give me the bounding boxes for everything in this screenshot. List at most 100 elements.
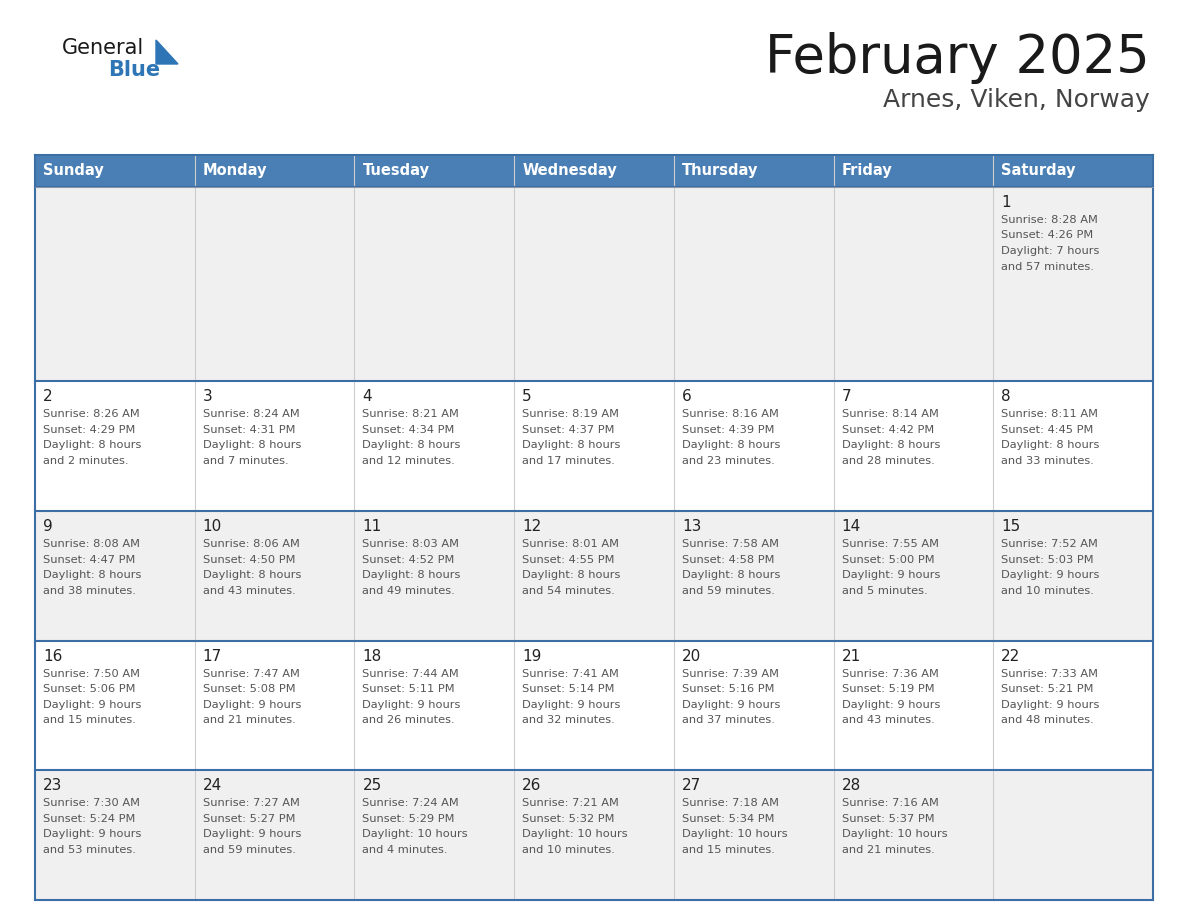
- Text: Sunrise: 8:01 AM: Sunrise: 8:01 AM: [523, 539, 619, 549]
- Text: Sunrise: 8:11 AM: Sunrise: 8:11 AM: [1001, 409, 1098, 420]
- Bar: [834, 187, 993, 382]
- Text: Daylight: 8 hours: Daylight: 8 hours: [362, 570, 461, 580]
- Text: 12: 12: [523, 519, 542, 534]
- Bar: [354, 155, 514, 187]
- Text: Sunset: 4:37 PM: Sunset: 4:37 PM: [523, 425, 614, 435]
- Text: Daylight: 9 hours: Daylight: 9 hours: [203, 700, 301, 710]
- Bar: [514, 155, 674, 187]
- Text: Sunset: 4:50 PM: Sunset: 4:50 PM: [203, 554, 295, 565]
- Text: 23: 23: [43, 778, 63, 793]
- Text: Sunset: 5:27 PM: Sunset: 5:27 PM: [203, 814, 295, 823]
- Text: 15: 15: [1001, 519, 1020, 534]
- Text: 6: 6: [682, 389, 691, 405]
- Text: Daylight: 9 hours: Daylight: 9 hours: [682, 700, 781, 710]
- Text: 22: 22: [1001, 649, 1020, 664]
- Text: Sunset: 5:21 PM: Sunset: 5:21 PM: [1001, 684, 1094, 694]
- Text: Sunset: 4:39 PM: Sunset: 4:39 PM: [682, 425, 775, 435]
- Text: 7: 7: [841, 389, 851, 405]
- Text: and 38 minutes.: and 38 minutes.: [43, 586, 135, 596]
- Text: Sunset: 4:58 PM: Sunset: 4:58 PM: [682, 554, 775, 565]
- Text: Daylight: 9 hours: Daylight: 9 hours: [43, 700, 141, 710]
- Bar: [34, 641, 195, 770]
- Text: and 54 minutes.: and 54 minutes.: [523, 586, 615, 596]
- Bar: [834, 155, 993, 187]
- Text: and 7 minutes.: and 7 minutes.: [203, 456, 289, 466]
- Text: and 21 minutes.: and 21 minutes.: [841, 845, 934, 855]
- Text: and 28 minutes.: and 28 minutes.: [841, 456, 934, 466]
- Text: and 53 minutes.: and 53 minutes.: [43, 845, 135, 855]
- Text: Sunrise: 7:47 AM: Sunrise: 7:47 AM: [203, 668, 299, 678]
- Text: Sunrise: 7:36 AM: Sunrise: 7:36 AM: [841, 668, 939, 678]
- Text: Sunset: 4:52 PM: Sunset: 4:52 PM: [362, 554, 455, 565]
- Text: Sunrise: 7:41 AM: Sunrise: 7:41 AM: [523, 668, 619, 678]
- Text: 24: 24: [203, 778, 222, 793]
- Text: Blue: Blue: [108, 60, 160, 80]
- Bar: [834, 770, 993, 900]
- Text: Daylight: 8 hours: Daylight: 8 hours: [203, 570, 301, 580]
- Text: Daylight: 10 hours: Daylight: 10 hours: [362, 829, 468, 839]
- Text: and 37 minutes.: and 37 minutes.: [682, 715, 775, 725]
- Text: Sunday: Sunday: [43, 163, 103, 178]
- Text: 10: 10: [203, 519, 222, 534]
- Text: Daylight: 9 hours: Daylight: 9 hours: [1001, 700, 1100, 710]
- Text: Daylight: 8 hours: Daylight: 8 hours: [682, 570, 781, 580]
- Bar: [514, 511, 674, 641]
- Text: Sunrise: 8:19 AM: Sunrise: 8:19 AM: [523, 409, 619, 420]
- Text: Daylight: 8 hours: Daylight: 8 hours: [523, 441, 620, 451]
- Text: and 49 minutes.: and 49 minutes.: [362, 586, 455, 596]
- Bar: [674, 641, 834, 770]
- Text: 14: 14: [841, 519, 861, 534]
- Text: Sunset: 4:31 PM: Sunset: 4:31 PM: [203, 425, 295, 435]
- Text: Tuesday: Tuesday: [362, 163, 429, 178]
- Bar: [354, 511, 514, 641]
- Bar: [674, 511, 834, 641]
- Text: and 23 minutes.: and 23 minutes.: [682, 456, 775, 466]
- Text: Sunrise: 8:06 AM: Sunrise: 8:06 AM: [203, 539, 299, 549]
- Text: Sunrise: 7:24 AM: Sunrise: 7:24 AM: [362, 799, 460, 809]
- Text: 21: 21: [841, 649, 861, 664]
- Bar: [834, 511, 993, 641]
- Bar: [34, 770, 195, 900]
- Text: 20: 20: [682, 649, 701, 664]
- Text: 4: 4: [362, 389, 372, 405]
- Text: Sunset: 4:45 PM: Sunset: 4:45 PM: [1001, 425, 1094, 435]
- Text: and 59 minutes.: and 59 minutes.: [203, 845, 296, 855]
- Text: Sunset: 5:08 PM: Sunset: 5:08 PM: [203, 684, 296, 694]
- Text: Daylight: 8 hours: Daylight: 8 hours: [1001, 441, 1100, 451]
- Text: and 10 minutes.: and 10 minutes.: [1001, 586, 1094, 596]
- Text: Sunrise: 8:28 AM: Sunrise: 8:28 AM: [1001, 215, 1098, 225]
- Text: Sunset: 5:11 PM: Sunset: 5:11 PM: [362, 684, 455, 694]
- Bar: [34, 187, 195, 382]
- Text: Daylight: 8 hours: Daylight: 8 hours: [43, 570, 141, 580]
- Bar: [993, 511, 1154, 641]
- Text: Daylight: 10 hours: Daylight: 10 hours: [682, 829, 788, 839]
- Text: Sunrise: 7:55 AM: Sunrise: 7:55 AM: [841, 539, 939, 549]
- Text: Sunset: 4:42 PM: Sunset: 4:42 PM: [841, 425, 934, 435]
- Text: Daylight: 9 hours: Daylight: 9 hours: [523, 700, 620, 710]
- Text: and 43 minutes.: and 43 minutes.: [841, 715, 934, 725]
- Text: and 59 minutes.: and 59 minutes.: [682, 586, 775, 596]
- Text: Sunrise: 7:21 AM: Sunrise: 7:21 AM: [523, 799, 619, 809]
- Text: 16: 16: [43, 649, 63, 664]
- Text: and 26 minutes.: and 26 minutes.: [362, 715, 455, 725]
- Bar: [195, 187, 354, 382]
- Bar: [354, 641, 514, 770]
- Text: Sunset: 5:32 PM: Sunset: 5:32 PM: [523, 814, 614, 823]
- Text: Sunrise: 8:21 AM: Sunrise: 8:21 AM: [362, 409, 460, 420]
- Bar: [674, 770, 834, 900]
- Bar: [195, 155, 354, 187]
- Text: Sunrise: 8:03 AM: Sunrise: 8:03 AM: [362, 539, 460, 549]
- Text: and 12 minutes.: and 12 minutes.: [362, 456, 455, 466]
- Text: Daylight: 8 hours: Daylight: 8 hours: [523, 570, 620, 580]
- Bar: [993, 155, 1154, 187]
- Text: Sunrise: 7:50 AM: Sunrise: 7:50 AM: [43, 668, 140, 678]
- Text: General: General: [62, 38, 144, 58]
- Bar: [195, 641, 354, 770]
- Text: Sunset: 5:06 PM: Sunset: 5:06 PM: [43, 684, 135, 694]
- Text: Sunrise: 7:52 AM: Sunrise: 7:52 AM: [1001, 539, 1098, 549]
- Bar: [674, 382, 834, 511]
- Text: 26: 26: [523, 778, 542, 793]
- Text: and 2 minutes.: and 2 minutes.: [43, 456, 128, 466]
- Bar: [354, 382, 514, 511]
- Text: and 48 minutes.: and 48 minutes.: [1001, 715, 1094, 725]
